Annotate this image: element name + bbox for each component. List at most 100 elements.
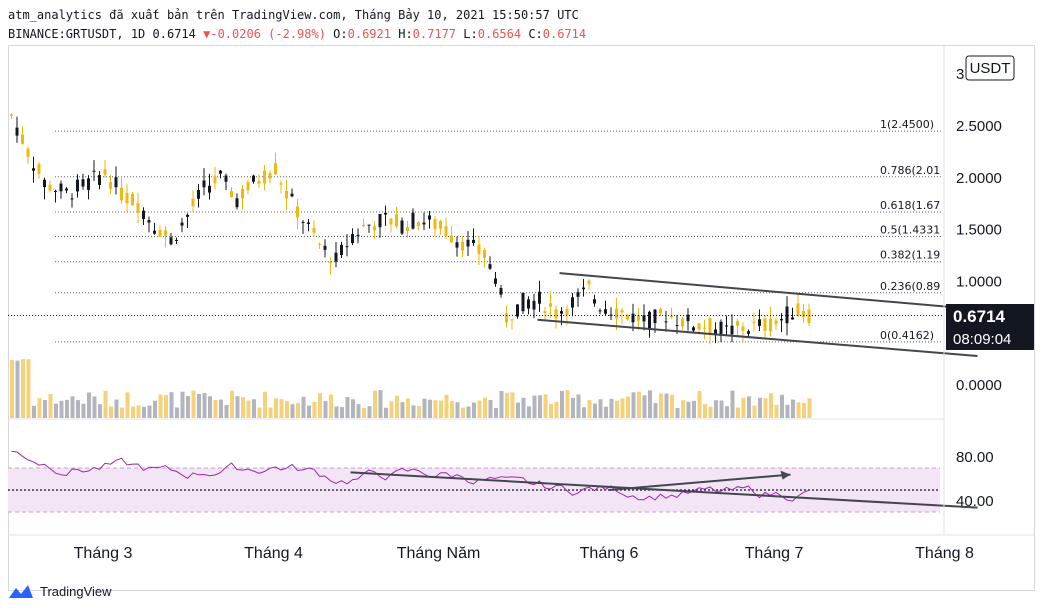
volume-bar — [587, 400, 592, 418]
volume-bar — [208, 396, 212, 418]
volume-bar — [560, 390, 564, 418]
price-change: -0.0206 (-2.98%) — [210, 27, 326, 41]
candle-body — [615, 308, 618, 319]
candle-body — [466, 239, 470, 247]
volume-bar — [54, 403, 58, 418]
candle-body — [576, 292, 580, 297]
time-axis[interactable]: Tháng 3 Tháng 4 Tháng Năm Tháng 6 Tháng 7 Thá… — [74, 545, 974, 562]
candle-body — [587, 280, 591, 285]
volume-bar — [582, 407, 586, 418]
price-tag: 0.6714 08:09:04 — [946, 304, 1034, 350]
candle-body — [670, 315, 673, 318]
price-tick-label: 0.0000 — [956, 377, 1002, 394]
volume-bars — [10, 359, 812, 418]
volume-bar — [752, 405, 757, 418]
candle-body — [246, 182, 250, 191]
volume-bar — [785, 404, 790, 418]
candle-body — [708, 318, 712, 334]
candle-body — [76, 179, 79, 192]
volume-bar — [653, 402, 658, 418]
candle-body — [37, 164, 41, 174]
candle-body — [373, 226, 376, 231]
candle-body — [307, 222, 310, 224]
volume-bar — [345, 396, 350, 418]
candle-body — [241, 188, 244, 199]
volume-bar — [763, 398, 768, 418]
rsi-line — [11, 450, 810, 502]
candle-body — [164, 230, 167, 236]
candle-body — [747, 331, 750, 334]
volume-bar — [494, 407, 498, 418]
volume-bar — [505, 392, 509, 418]
candle-body — [510, 319, 514, 321]
volume-bar — [340, 407, 344, 418]
candle-body — [598, 310, 602, 312]
candle-body — [103, 169, 107, 175]
candle-body — [65, 188, 68, 191]
candle-body — [439, 221, 442, 229]
price-axis[interactable]: 0.0000 1.0000 1.5000 2.0000 2.5000 3 40.00 80.0… — [956, 66, 1002, 510]
fibonacci-levels: 1(2.4500) 0.786(2.01 0.618(1.67 0.5(1.4331 0… — [55, 118, 942, 343]
volume-bar — [153, 400, 157, 418]
volume-bar — [499, 390, 504, 418]
open-value: 0.6921 — [347, 27, 391, 41]
volume-bar — [642, 395, 647, 418]
candle-body — [554, 309, 558, 319]
candle-body — [125, 192, 129, 204]
candle-body — [620, 310, 624, 313]
candle-body — [642, 315, 646, 322]
volume-bar — [142, 406, 146, 418]
volume-bar — [703, 404, 707, 418]
candle-body — [488, 264, 492, 269]
time-tick-label: Tháng 4 — [244, 545, 303, 562]
volume-bar — [219, 399, 223, 418]
candle-body — [136, 203, 140, 213]
currency-button[interactable]: USDT — [965, 55, 1015, 81]
volume-bar — [675, 407, 680, 418]
tradingview-logo[interactable]: TradingView — [8, 583, 112, 599]
volume-bar — [307, 405, 311, 418]
candle-body — [477, 244, 481, 255]
volume-bar — [290, 404, 295, 418]
volume-bar — [417, 406, 421, 418]
volume-bar — [76, 400, 80, 418]
volume-bar — [180, 391, 185, 418]
volume-bar — [802, 402, 806, 418]
candle-body — [549, 303, 552, 307]
candle-body — [235, 198, 239, 208]
candle-body — [444, 226, 448, 237]
candle-body — [785, 306, 789, 324]
volume-bar — [224, 404, 229, 418]
volume-bar — [301, 396, 306, 418]
close-label: C: — [528, 27, 543, 41]
candle-body — [499, 288, 503, 295]
volume-bar — [406, 398, 410, 418]
price-tick-label: 2.5000 — [956, 118, 1002, 135]
volume-bar — [659, 393, 663, 418]
volume-bar — [521, 397, 526, 418]
channel-lower-line — [537, 318, 978, 357]
candlesticks — [10, 113, 811, 344]
volume-bar — [422, 398, 427, 418]
candle-body — [604, 309, 607, 314]
candle-body — [197, 190, 200, 199]
volume-bar — [461, 407, 465, 418]
volume-bar — [428, 399, 432, 418]
candle-body — [395, 214, 398, 227]
volume-bar — [598, 399, 603, 418]
candle-body — [450, 235, 453, 243]
volume-bar — [615, 400, 619, 418]
candle-body — [202, 180, 206, 188]
symbol-label[interactable]: BINANCE:GRTUSDT, 1D — [8, 27, 146, 41]
candle-body — [730, 325, 734, 335]
volume-bar — [274, 398, 278, 418]
candle-body — [26, 148, 30, 157]
candle-body — [527, 299, 530, 309]
volume-bar — [252, 399, 256, 418]
volume-bar — [37, 398, 42, 418]
volume-bar — [510, 392, 515, 418]
candle-body — [593, 299, 596, 304]
rsi-panel — [8, 450, 978, 513]
candle-body — [329, 262, 332, 264]
